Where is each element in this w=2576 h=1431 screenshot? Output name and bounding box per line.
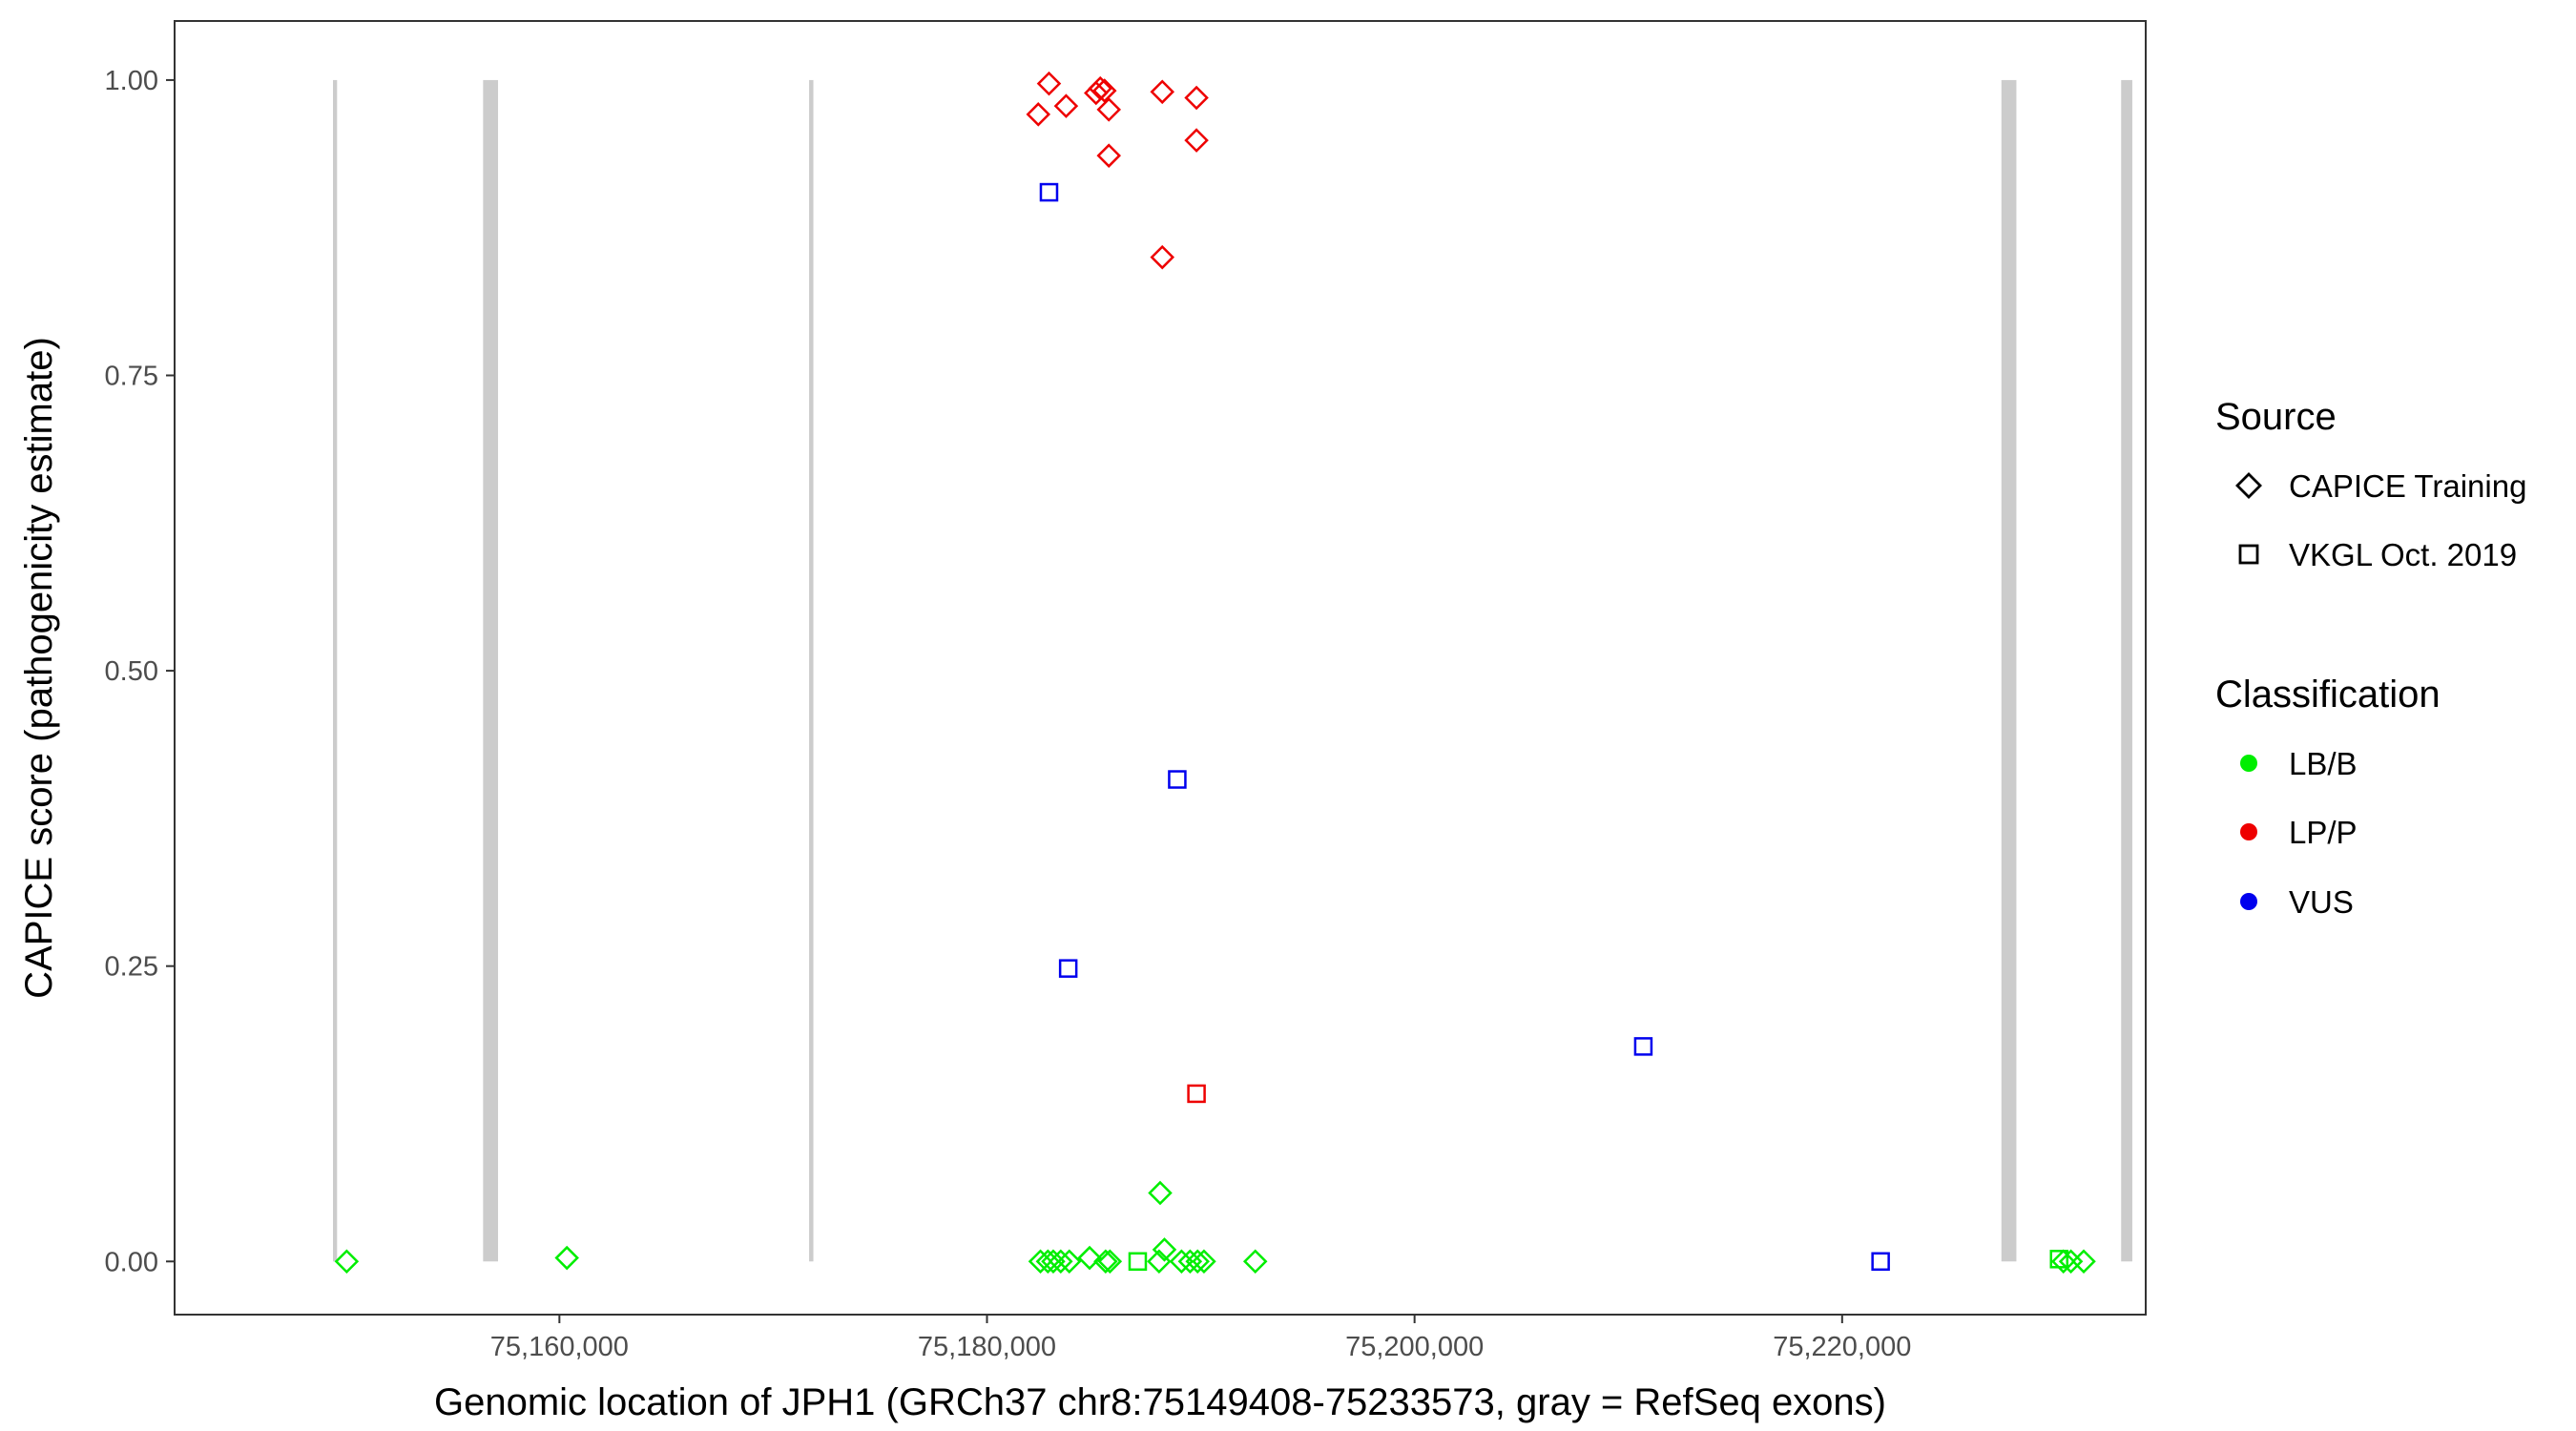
data-point-diamond	[1169, 1249, 1195, 1275]
data-point-square	[2049, 1250, 2068, 1269]
legend-diamond-symbol	[2235, 472, 2262, 499]
data-point-diamond	[1147, 1249, 1172, 1275]
y-tick-label: 0.75	[105, 362, 158, 392]
y-tick-label: 0.50	[105, 656, 158, 687]
legend-class-item-lbb: LB/B	[2240, 746, 2358, 781]
data-point-diamond	[1026, 102, 1051, 127]
legend-class-item-lpp: LP/P	[2240, 815, 2358, 850]
data-point-square	[1039, 182, 1059, 202]
data-point-diamond	[1184, 85, 1209, 111]
x-tick-label: 75,160,000	[490, 1332, 629, 1362]
legend-lbb-dot	[2240, 755, 2257, 772]
data-point-diamond	[1093, 1249, 1118, 1275]
point-layer	[334, 71, 2096, 1275]
legend-square-symbol	[2238, 544, 2259, 565]
x-tick-label: 75,220,000	[1773, 1332, 1911, 1362]
data-point-diamond	[1192, 1249, 1216, 1275]
legend-source-item-capice: CAPICE Training	[2235, 468, 2526, 504]
data-point-diamond	[1097, 1249, 1123, 1275]
legend-source-label-vkgl: VKGL Oct. 2019	[2289, 537, 2517, 572]
y-tick-label: 1.00	[105, 66, 158, 96]
data-point-diamond	[334, 1249, 360, 1275]
data-point-diamond	[1152, 1237, 1177, 1262]
y-tick-label: 0.25	[105, 952, 158, 983]
legend-source-item-vkgl: VKGL Oct. 2019	[2238, 537, 2517, 572]
data-point-diamond	[1077, 1245, 1102, 1271]
data-point-diamond	[1041, 1249, 1066, 1275]
data-point-diamond	[1096, 97, 1121, 122]
data-point-diamond	[2071, 1249, 2096, 1275]
exon-band	[2121, 79, 2132, 1262]
data-point-square	[1633, 1037, 1653, 1056]
data-point-diamond	[554, 1245, 579, 1271]
data-point-diamond	[1148, 1180, 1173, 1206]
legend-vus-dot	[2240, 893, 2257, 910]
exon-band	[483, 79, 499, 1262]
plot-panel-border	[174, 20, 2147, 1316]
data-point-diamond	[1091, 78, 1117, 103]
y-axis-title: CAPICE score (pathogenicity estimate)	[18, 337, 60, 999]
exon-layer	[332, 79, 2132, 1262]
x-axis-title: Genomic location of JPH1 (GRCh37 chr8:75…	[434, 1381, 1886, 1423]
legend-class-label-vus: VUS	[2289, 884, 2354, 920]
exon-band	[332, 79, 338, 1262]
data-point-diamond	[2050, 1249, 2076, 1275]
data-point-square	[1128, 1252, 1148, 1272]
data-point-diamond	[1150, 79, 1175, 105]
data-point-diamond	[1184, 128, 1209, 153]
data-point-diamond	[1057, 1249, 1082, 1275]
y-axis: 0.00 0.25 0.50 0.75 1.00	[105, 66, 175, 1277]
x-axis: 75,160,000 75,180,000 75,200,000 75,220,000	[490, 1315, 1911, 1362]
legend-class-label-lpp: LP/P	[2289, 815, 2358, 850]
legend-source-label-capice: CAPICE Training	[2289, 468, 2526, 504]
legend-class-item-vus: VUS	[2240, 884, 2354, 920]
data-point-diamond	[1150, 244, 1175, 270]
legend-lpp-dot	[2240, 823, 2257, 840]
data-point-diamond	[1096, 143, 1121, 168]
x-tick-label: 75,200,000	[1345, 1332, 1484, 1362]
data-point-diamond	[1088, 75, 1113, 101]
exon-band	[809, 79, 814, 1262]
data-point-diamond	[1049, 1249, 1073, 1275]
legend-class-label-lbb: LB/B	[2289, 746, 2358, 781]
exon-band	[2001, 79, 2017, 1262]
legend-source-title: Source	[2215, 396, 2337, 438]
data-point-diamond	[1036, 71, 1062, 96]
x-tick-label: 75,180,000	[918, 1332, 1056, 1362]
data-point-diamond	[1242, 1249, 1268, 1275]
data-point-square	[1871, 1252, 1890, 1272]
data-point-diamond	[1053, 93, 1079, 118]
data-point-diamond	[1185, 1249, 1210, 1275]
data-point-square	[1187, 1084, 1206, 1104]
data-point-diamond	[1084, 80, 1109, 106]
y-tick-label: 0.00	[105, 1247, 158, 1277]
legend-classification-title: Classification	[2215, 674, 2441, 716]
data-point-square	[1058, 959, 1078, 978]
legend: Source CAPICE Training VKGL Oct. 2019 Cl…	[2215, 396, 2526, 920]
data-point-square	[1168, 770, 1187, 789]
